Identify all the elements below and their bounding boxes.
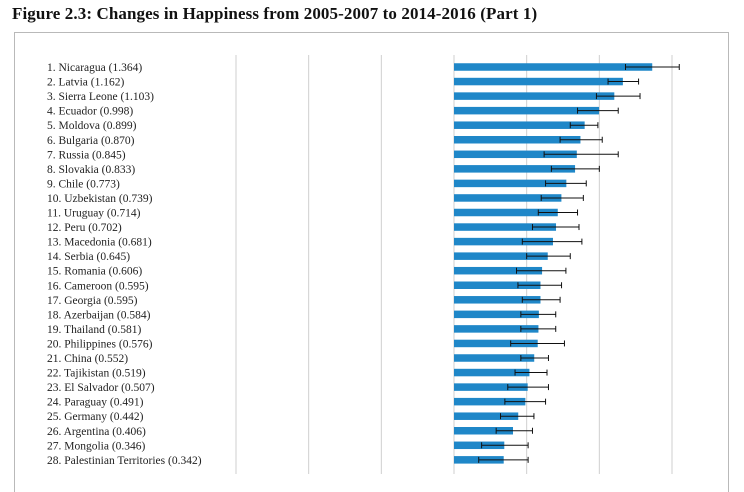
error-bar-24 [504, 398, 547, 405]
error-bar-14 [526, 253, 571, 260]
row-label-24: 24. Paraguay (0.491) [47, 397, 144, 409]
bar-27 [454, 441, 505, 450]
row-label-2: 2. Latvia (1.162) [47, 77, 124, 89]
row-label-12: 12. Peru (0.702) [47, 222, 122, 234]
row-label-20: 20. Philippines (0.576) [47, 338, 153, 350]
error-bar-19 [520, 325, 557, 332]
bar-6 [454, 136, 581, 144]
bar-23 [454, 383, 528, 391]
bar-8 [454, 165, 576, 173]
row-label-8: 8. Slovakia (0.833) [47, 164, 135, 176]
bar-9 [454, 179, 567, 188]
error-bar-16 [517, 282, 563, 289]
row-label-27: 27. Mongolia (0.346) [47, 440, 146, 452]
bar-4 [454, 106, 600, 115]
bars [454, 63, 653, 464]
row-labels: 1. Nicaragua (1.364) 2. Latvia (1.162) 3. … [47, 62, 202, 467]
error-bars [478, 64, 680, 463]
error-bar-21 [520, 355, 549, 361]
error-bar-12 [531, 224, 580, 231]
bar-chart: 1. Nicaragua (1.364) 2. Latvia (1.162) 3. … [47, 55, 680, 474]
row-label-25: 25. Germany (0.442) [47, 411, 144, 423]
bar-24 [454, 397, 526, 406]
error-bar-23 [507, 384, 549, 391]
error-bar-20 [510, 340, 565, 347]
error-bar-27 [481, 442, 529, 449]
error-bar-18 [520, 311, 557, 318]
row-label-3: 3. Sierra Leone (1.103) [47, 91, 154, 103]
bar-12 [454, 223, 557, 231]
row-label-15: 15. Romania (0.606) [47, 266, 142, 278]
bar-7 [454, 150, 577, 159]
bar-17 [454, 296, 541, 304]
error-bar-22 [514, 369, 548, 376]
bar-21 [454, 354, 535, 362]
bar-13 [454, 237, 553, 246]
error-bar-5 [569, 122, 599, 129]
error-bar-13 [521, 238, 583, 245]
bar-14 [454, 252, 548, 260]
bar-3 [454, 92, 615, 100]
bar-16 [454, 281, 541, 289]
row-label-28: 28. Palestinian Territories (0.342) [47, 455, 202, 467]
error-bar-28 [478, 456, 529, 463]
row-label-21: 21. China (0.552) [47, 353, 128, 365]
row-label-18: 18. Azerbaijan (0.584) [47, 309, 151, 321]
row-label-19: 19. Thailand (0.581) [47, 324, 141, 336]
error-bar-17 [521, 296, 561, 303]
error-bar-2 [607, 78, 640, 85]
error-bar-4 [577, 107, 619, 114]
bar-1 [454, 63, 653, 71]
row-label-10: 10. Uzbekistan (0.739) [47, 193, 153, 205]
grid-lines [235, 55, 673, 474]
row-label-9: 9. Chile (0.773) [47, 178, 120, 190]
bar-18 [454, 310, 539, 319]
bar-22 [454, 368, 530, 377]
chart-frame [14, 32, 729, 492]
error-bar-8 [550, 165, 600, 172]
bar-19 [454, 325, 539, 333]
row-label-23: 23. El Salvador (0.507) [47, 382, 155, 394]
error-bar-7 [543, 151, 619, 158]
error-bar-15 [515, 267, 567, 274]
row-label-16: 16. Cameroon (0.595) [47, 280, 149, 292]
error-bar-6 [559, 136, 603, 143]
row-label-6: 6. Bulgaria (0.870) [47, 135, 135, 147]
row-label-13: 13. Macedonia (0.681) [47, 237, 152, 249]
error-bar-26 [495, 427, 533, 434]
bar-5 [454, 121, 585, 129]
row-label-26: 26. Argentina (0.406) [47, 426, 146, 438]
bar-15 [454, 266, 543, 275]
row-label-7: 7. Russia (0.845) [47, 149, 126, 161]
row-label-22: 22. Tajikistan (0.519) [47, 368, 146, 380]
error-bar-3 [595, 93, 641, 100]
row-label-11: 11. Uruguay (0.714) [47, 208, 141, 220]
row-label-17: 17. Georgia (0.595) [47, 295, 138, 307]
row-label-1: 1. Nicaragua (1.364) [47, 62, 142, 74]
bar-2 [454, 77, 623, 86]
bar-20 [454, 339, 538, 348]
bar-11 [454, 208, 558, 217]
bar-26 [454, 427, 514, 435]
bar-25 [454, 412, 519, 420]
row-label-4: 4. Ecuador (0.998) [47, 106, 133, 118]
row-label-14: 14. Serbia (0.645) [47, 251, 130, 263]
error-bar-10 [540, 194, 584, 201]
error-bar-9 [545, 180, 587, 187]
row-label-5: 5. Moldova (0.899) [47, 120, 137, 132]
error-bar-25 [500, 413, 535, 420]
error-bar-11 [537, 209, 579, 216]
bar-10 [454, 194, 562, 202]
figure-title: Figure 2.3: Changes in Happiness from 20… [12, 4, 538, 23]
error-bar-1 [624, 64, 680, 70]
